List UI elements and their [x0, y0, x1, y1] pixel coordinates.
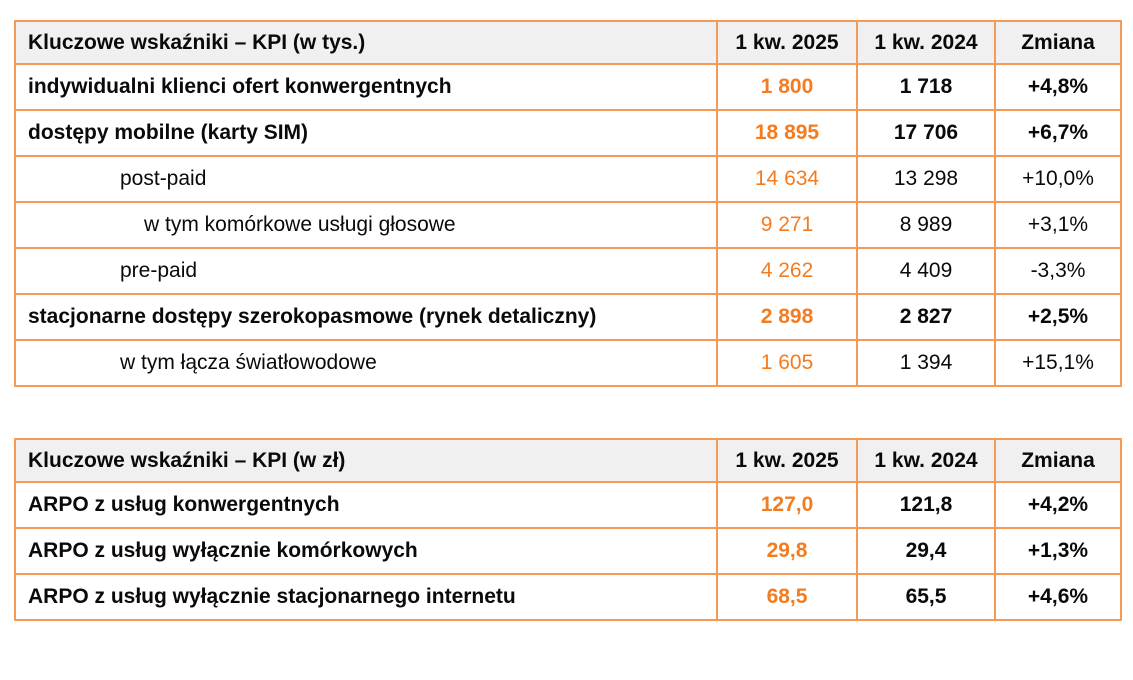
value-q1-2025: 4 262 — [716, 247, 858, 295]
row-label: ARPO z usług konwergentnych — [14, 481, 718, 529]
col-header-q1-2024: 1 kw. 2024 — [856, 438, 996, 483]
value-change: +2,5% — [994, 293, 1122, 341]
table-row: ARPO z usług wyłącznie stacjonarnego int… — [14, 573, 1122, 621]
col-header-change: Zmiana — [994, 438, 1122, 483]
value-q1-2024: 2 827 — [856, 293, 996, 341]
row-label: post-paid — [14, 155, 718, 203]
table-row: indywidualni klienci ofert konwergentnyc… — [14, 63, 1122, 111]
row-label: w tym komórkowe usługi głosowe — [14, 201, 718, 249]
kpi-report: Kluczowe wskaźniki – KPI (w tys.) 1 kw. … — [14, 20, 1122, 621]
value-change: +1,3% — [994, 527, 1122, 575]
table-header-row: Kluczowe wskaźniki – KPI (w tys.) 1 kw. … — [14, 20, 1122, 65]
row-label: indywidualni klienci ofert konwergentnyc… — [14, 63, 718, 111]
value-q1-2024: 1 718 — [856, 63, 996, 111]
value-q1-2025: 18 895 — [716, 109, 858, 157]
value-q1-2025: 68,5 — [716, 573, 858, 621]
value-q1-2025: 14 634 — [716, 155, 858, 203]
col-header-q1-2025: 1 kw. 2025 — [716, 438, 858, 483]
value-q1-2025: 29,8 — [716, 527, 858, 575]
table-row: w tym komórkowe usługi głosowe 9 271 8 9… — [14, 201, 1122, 249]
value-change: +4,2% — [994, 481, 1122, 529]
table-row: dostępy mobilne (karty SIM) 18 895 17 70… — [14, 109, 1122, 157]
row-label: pre-paid — [14, 247, 718, 295]
col-header-q1-2024: 1 kw. 2024 — [856, 20, 996, 65]
col-header-change: Zmiana — [994, 20, 1122, 65]
table-title: Kluczowe wskaźniki – KPI (w tys.) — [14, 20, 718, 65]
table-header-row: Kluczowe wskaźniki – KPI (w zł) 1 kw. 20… — [14, 438, 1122, 483]
value-q1-2025: 9 271 — [716, 201, 858, 249]
table-row: stacjonarne dostępy szerokopasmowe (ryne… — [14, 293, 1122, 341]
row-label: stacjonarne dostępy szerokopasmowe (ryne… — [14, 293, 718, 341]
value-q1-2024: 4 409 — [856, 247, 996, 295]
value-change: +6,7% — [994, 109, 1122, 157]
value-q1-2024: 65,5 — [856, 573, 996, 621]
row-label: w tym łącza światłowodowe — [14, 339, 718, 387]
value-change: +10,0% — [994, 155, 1122, 203]
row-label: dostępy mobilne (karty SIM) — [14, 109, 718, 157]
table-row: ARPO z usług konwergentnych 127,0 121,8 … — [14, 481, 1122, 529]
value-q1-2025: 2 898 — [716, 293, 858, 341]
value-change: +15,1% — [994, 339, 1122, 387]
value-q1-2024: 121,8 — [856, 481, 996, 529]
table-row: w tym łącza światłowodowe 1 605 1 394 +1… — [14, 339, 1122, 387]
value-q1-2025: 127,0 — [716, 481, 858, 529]
value-q1-2024: 8 989 — [856, 201, 996, 249]
value-change: +3,1% — [994, 201, 1122, 249]
col-header-q1-2025: 1 kw. 2025 — [716, 20, 858, 65]
table-row: pre-paid 4 262 4 409 -3,3% — [14, 247, 1122, 295]
table-row: post-paid 14 634 13 298 +10,0% — [14, 155, 1122, 203]
value-q1-2024: 13 298 — [856, 155, 996, 203]
row-label: ARPO z usług wyłącznie komórkowych — [14, 527, 718, 575]
value-q1-2024: 1 394 — [856, 339, 996, 387]
value-q1-2024: 29,4 — [856, 527, 996, 575]
value-change: -3,3% — [994, 247, 1122, 295]
value-q1-2024: 17 706 — [856, 109, 996, 157]
kpi-table: Kluczowe wskaźniki – KPI (w zł) 1 kw. 20… — [14, 438, 1122, 621]
value-q1-2025: 1 605 — [716, 339, 858, 387]
table-row: ARPO z usług wyłącznie komórkowych 29,8 … — [14, 527, 1122, 575]
row-label: ARPO z usług wyłącznie stacjonarnego int… — [14, 573, 718, 621]
value-change: +4,6% — [994, 573, 1122, 621]
table-title: Kluczowe wskaźniki – KPI (w zł) — [14, 438, 718, 483]
value-q1-2025: 1 800 — [716, 63, 858, 111]
kpi-table: Kluczowe wskaźniki – KPI (w tys.) 1 kw. … — [14, 20, 1122, 387]
value-change: +4,8% — [994, 63, 1122, 111]
